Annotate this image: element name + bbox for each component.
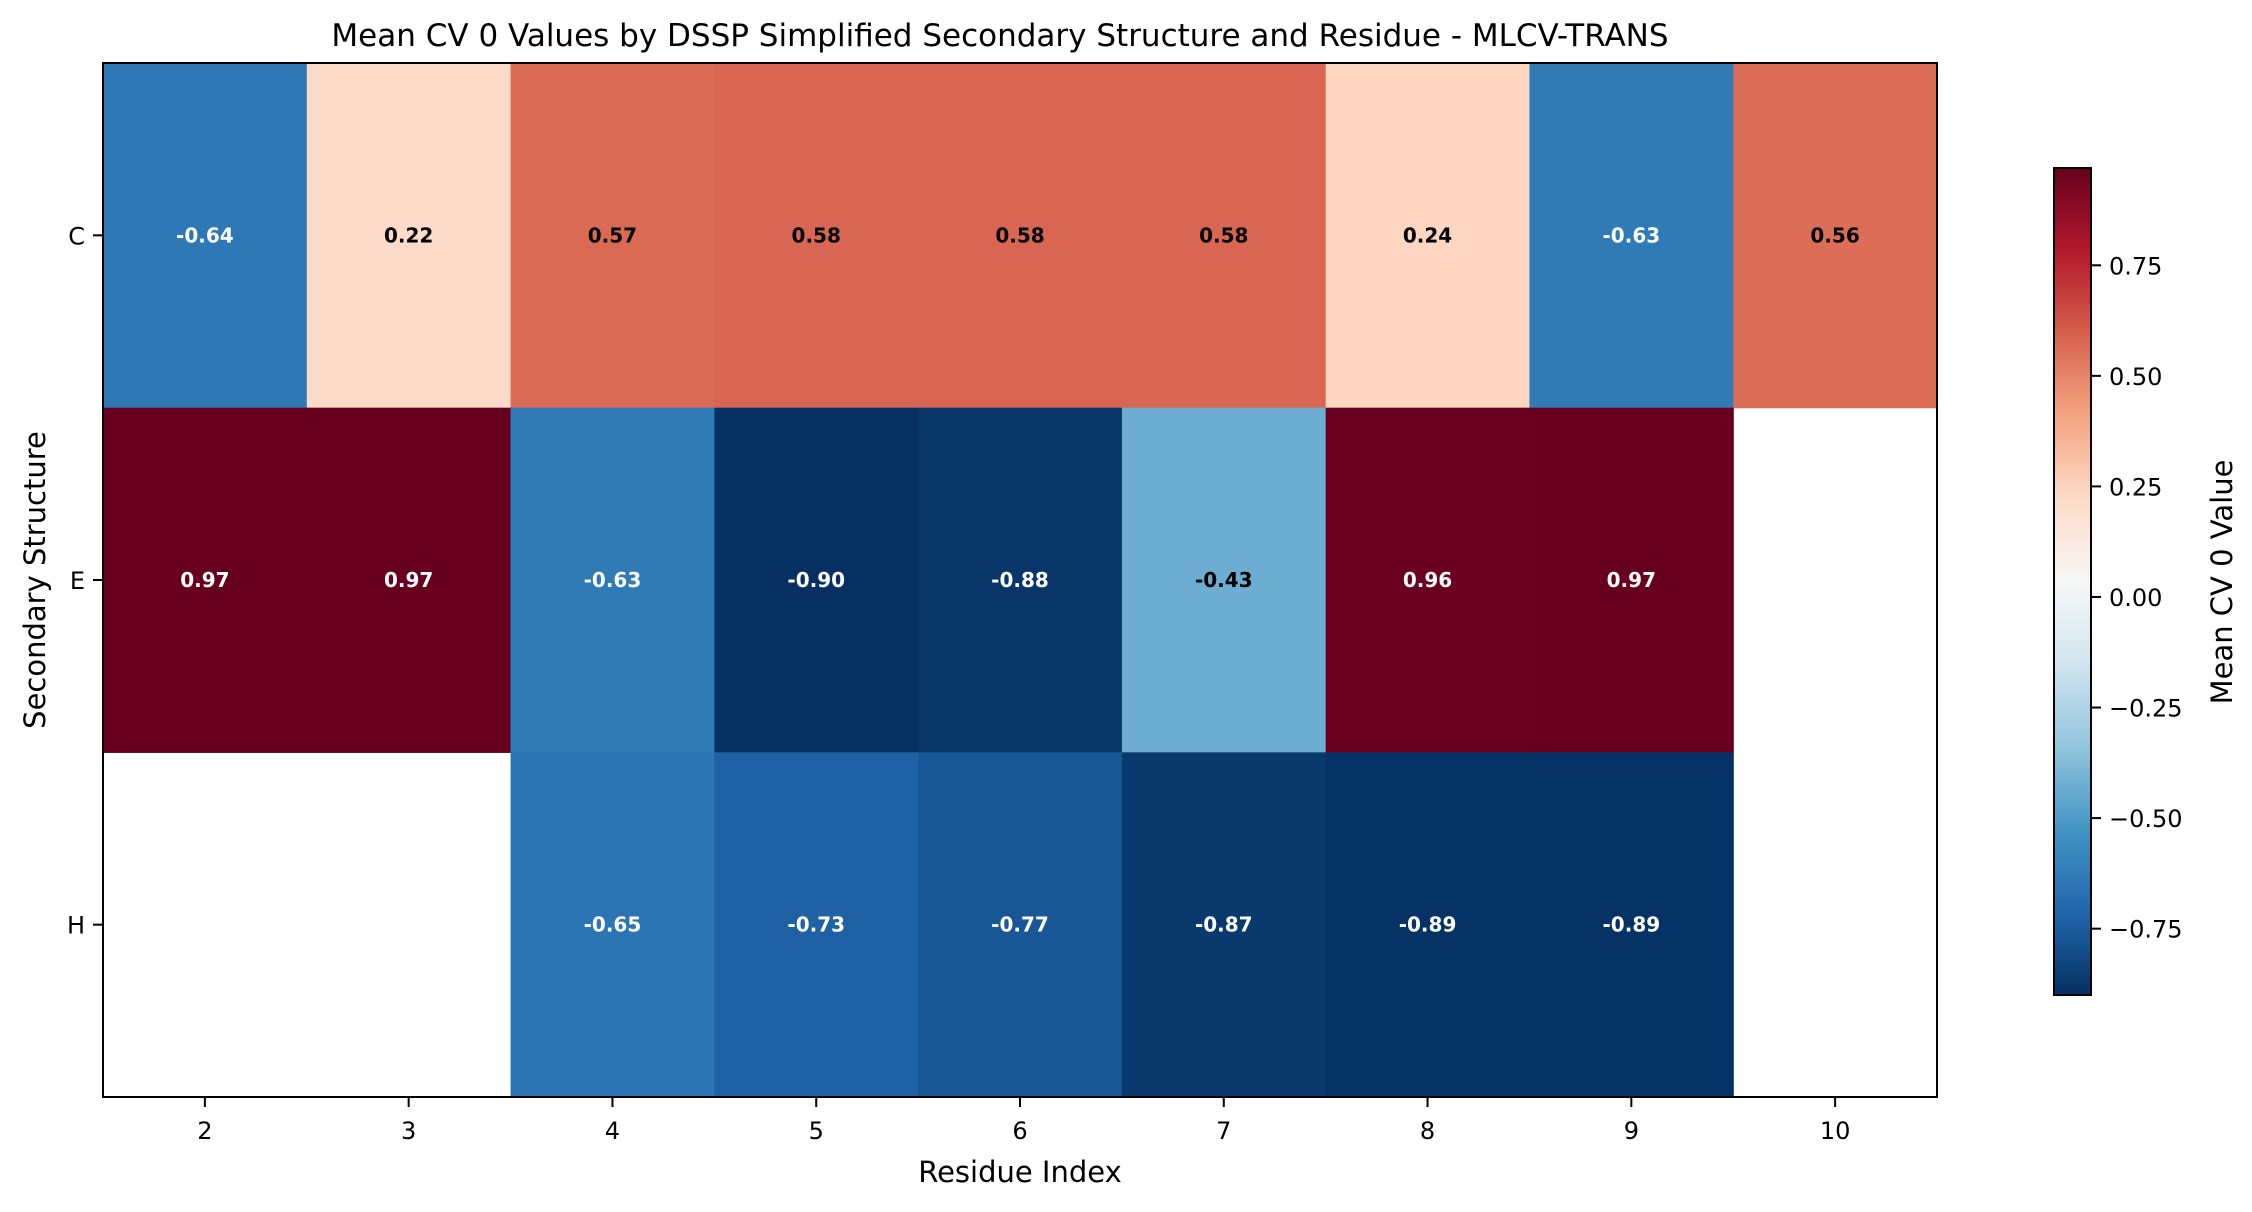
heatmap-cell: [510, 407, 715, 753]
heatmap-cell: [714, 63, 919, 409]
heatmap-cell: [1121, 63, 1327, 409]
x-tick-label: 8: [1420, 1117, 1435, 1145]
x-tick-label: 5: [809, 1117, 824, 1145]
cell-value-label: 0.22: [384, 223, 433, 247]
cell-value-label: -0.77: [991, 913, 1049, 937]
colorbar-tick-label: 0.50: [2109, 363, 2162, 391]
cell-value-label: -0.89: [1399, 913, 1457, 937]
heatmap-cell: [714, 752, 919, 1098]
y-axis-ticks: C E H: [67, 222, 103, 940]
cell-value-label: -0.87: [1195, 913, 1253, 937]
heatmap-cells: [103, 63, 1938, 1098]
x-tick-label: 10: [1820, 1117, 1851, 1145]
colorbar-tick-label: −0.75: [2109, 916, 2183, 944]
cell-value-label: -0.88: [991, 568, 1049, 592]
cell-value-label: 0.57: [588, 223, 637, 247]
colorbar-tick-label: −0.50: [2109, 805, 2183, 833]
cell-value-label: 0.58: [1199, 223, 1248, 247]
cell-value-label: -0.73: [787, 913, 845, 937]
heatmap-value-labels: -0.64 0.22 0.57 0.58 0.58 0.58 0.24 -0.63 0.56 0.…: [176, 223, 1860, 936]
x-tick-label: 2: [197, 1117, 212, 1145]
heatmap-cell: [103, 63, 308, 409]
heatmap-cell: [714, 407, 919, 753]
cell-value-label: 0.56: [1810, 223, 1859, 247]
colorbar-tick-label: 0.75: [2109, 252, 2162, 280]
colorbar-tick-label: 0.00: [2109, 584, 2162, 612]
y-tick-label: C: [68, 222, 85, 250]
cell-value-label: 0.58: [792, 223, 841, 247]
heatmap-cell: [1529, 407, 1734, 753]
x-axis-label: Residue Index: [918, 1155, 1122, 1189]
cell-value-label: 0.97: [1607, 568, 1656, 592]
heatmap-cell: [510, 63, 715, 409]
cell-value-label: -0.43: [1195, 568, 1253, 592]
cell-value-label: -0.90: [787, 568, 845, 592]
heatmap-cell: [918, 63, 1123, 409]
x-tick-label: 9: [1624, 1117, 1639, 1145]
cell-value-label: -0.64: [176, 223, 234, 247]
heatmap-cell: [918, 752, 1123, 1098]
cell-value-label: 0.24: [1403, 223, 1452, 247]
y-tick-label: H: [67, 912, 85, 940]
cell-value-label: 0.97: [384, 568, 433, 592]
heatmap-cell: [1325, 752, 1531, 1098]
chart-title: Mean CV 0 Values by DSSP Simplified Seco…: [331, 18, 1668, 54]
x-tick-label: 7: [1216, 1117, 1231, 1145]
heatmap-cell: [1529, 752, 1734, 1098]
heatmap-cell: [1733, 63, 1938, 409]
heatmap-cell: [1121, 752, 1327, 1098]
y-axis-label: Secondary Structure: [18, 431, 52, 729]
colorbar-ticks: 0.75 0.50 0.25 0.00 −0.25 −0.50 −0.75: [2091, 252, 2183, 944]
heatmap-cell: [1529, 63, 1734, 409]
colorbar: [2053, 167, 2092, 996]
cell-value-label: -0.63: [1603, 223, 1661, 247]
heatmap-cell: [103, 407, 308, 753]
heatmap-cell: [1325, 407, 1531, 753]
heatmap-cell: [510, 752, 715, 1098]
cell-value-label: -0.65: [584, 913, 642, 937]
x-tick-label: 3: [401, 1117, 416, 1145]
colorbar-tick-label: 0.25: [2109, 473, 2162, 501]
colorbar-label: Mean CV 0 Value: [2205, 460, 2239, 705]
colorbar-tick-label: −0.25: [2109, 695, 2183, 723]
x-axis-ticks: 2 3 4 5 6 7 8 9 10: [197, 1097, 1850, 1145]
heatmap-cell: [306, 63, 512, 409]
heatmap-cell: [306, 407, 512, 753]
x-tick-label: 6: [1012, 1117, 1027, 1145]
cell-value-label: 0.96: [1403, 568, 1452, 592]
heatmap-cell: [1121, 407, 1327, 753]
cell-value-label: -0.89: [1603, 913, 1661, 937]
heatmap-cell: [1325, 63, 1531, 409]
heatmap-cell: [918, 407, 1123, 753]
cell-value-label: -0.63: [584, 568, 642, 592]
cell-value-label: 0.97: [180, 568, 229, 592]
x-tick-label: 4: [605, 1117, 620, 1145]
y-tick-label: E: [70, 567, 85, 595]
cell-value-label: 0.58: [995, 223, 1044, 247]
